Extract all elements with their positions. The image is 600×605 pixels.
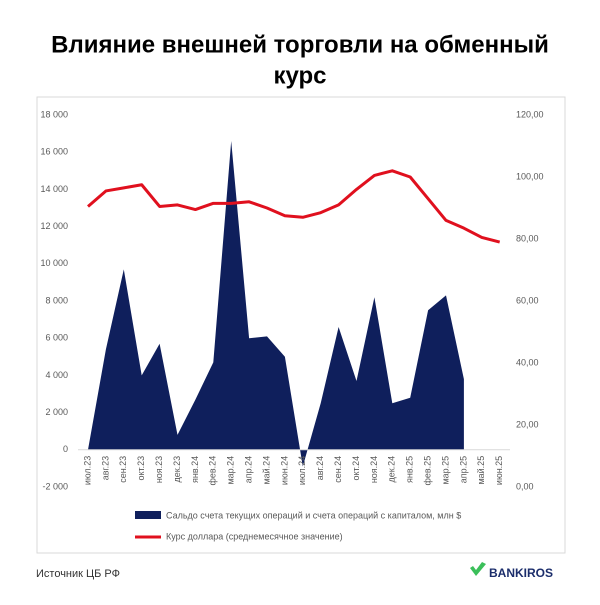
y2-tick-label: 20,00 xyxy=(516,419,539,429)
source: Источник ЦБ РФ xyxy=(36,568,120,580)
x-tick-label: ноя.23 xyxy=(154,456,164,483)
line xyxy=(87,169,501,244)
y-tick-label: 18 000 xyxy=(40,109,68,119)
x-tick-label: мар.24 xyxy=(226,456,236,485)
x-tick-label: фев.25 xyxy=(422,456,432,486)
x-tick-label: окт.24 xyxy=(351,456,361,481)
legend-swatch xyxy=(135,511,161,519)
y2-tick-label: 100,00 xyxy=(516,171,544,181)
x-tick-label: янв.24 xyxy=(190,456,200,483)
y2-tick-label: 40,00 xyxy=(516,357,539,367)
y2-tick-label: 80,00 xyxy=(516,233,539,243)
x-tick-label: ноя.24 xyxy=(369,456,379,483)
y-tick-label: 0 xyxy=(63,444,68,454)
y-tick-label: -2 000 xyxy=(42,481,68,491)
y-tick-label: 10 000 xyxy=(40,258,68,268)
x-tick-label: июн.24 xyxy=(279,456,289,485)
x-tick-label: май.24 xyxy=(261,456,271,485)
y-tick-label: 16 000 xyxy=(40,147,68,157)
y-tick-label: 12 000 xyxy=(40,221,68,231)
x-tick-label: фев.24 xyxy=(208,456,218,486)
y-tick-label: 8 000 xyxy=(45,295,68,305)
x-tick-label: мар.25 xyxy=(440,456,450,485)
x-tick-label: авг.24 xyxy=(315,456,325,480)
legend-label: Сальдо счета текущих операций и счета оп… xyxy=(166,510,461,520)
chart-title: курс xyxy=(273,62,326,89)
x-tick-label: авг.23 xyxy=(100,456,110,480)
x-tick-label: апр.25 xyxy=(458,456,468,483)
brand: BANKIROS xyxy=(489,566,553,580)
legend-label: Курс доллара (среднемесячное значение) xyxy=(166,531,343,541)
y2-tick-label: 60,00 xyxy=(516,295,539,305)
chart-title: Влияние внешней торговли на обменный xyxy=(51,31,549,58)
x-tick-label: окт.23 xyxy=(136,456,146,481)
x-tick-label: дек.24 xyxy=(387,456,397,483)
x-tick-label: сен.23 xyxy=(118,456,128,483)
y-tick-label: 6 000 xyxy=(45,333,68,343)
x-tick-label: июн.25 xyxy=(494,456,504,485)
y2-tick-label: 120,00 xyxy=(516,109,544,119)
area xyxy=(88,141,464,467)
x-tick-label: янв.25 xyxy=(405,456,415,483)
x-tick-label: май.25 xyxy=(476,456,486,485)
y-tick-label: 2 000 xyxy=(45,407,68,417)
x-tick-label: апр.24 xyxy=(243,456,253,483)
chart-frame xyxy=(36,96,566,554)
x-tick-label: сен.24 xyxy=(333,456,343,483)
y2-tick-label: 0,00 xyxy=(516,481,534,491)
logo-icon xyxy=(470,562,486,576)
y-tick-label: 14 000 xyxy=(40,184,68,194)
y-tick-label: 4 000 xyxy=(45,370,68,380)
x-tick-label: июл.24 xyxy=(297,456,307,485)
x-tick-label: дек.23 xyxy=(172,456,182,483)
x-tick-label: июл.23 xyxy=(82,456,92,485)
